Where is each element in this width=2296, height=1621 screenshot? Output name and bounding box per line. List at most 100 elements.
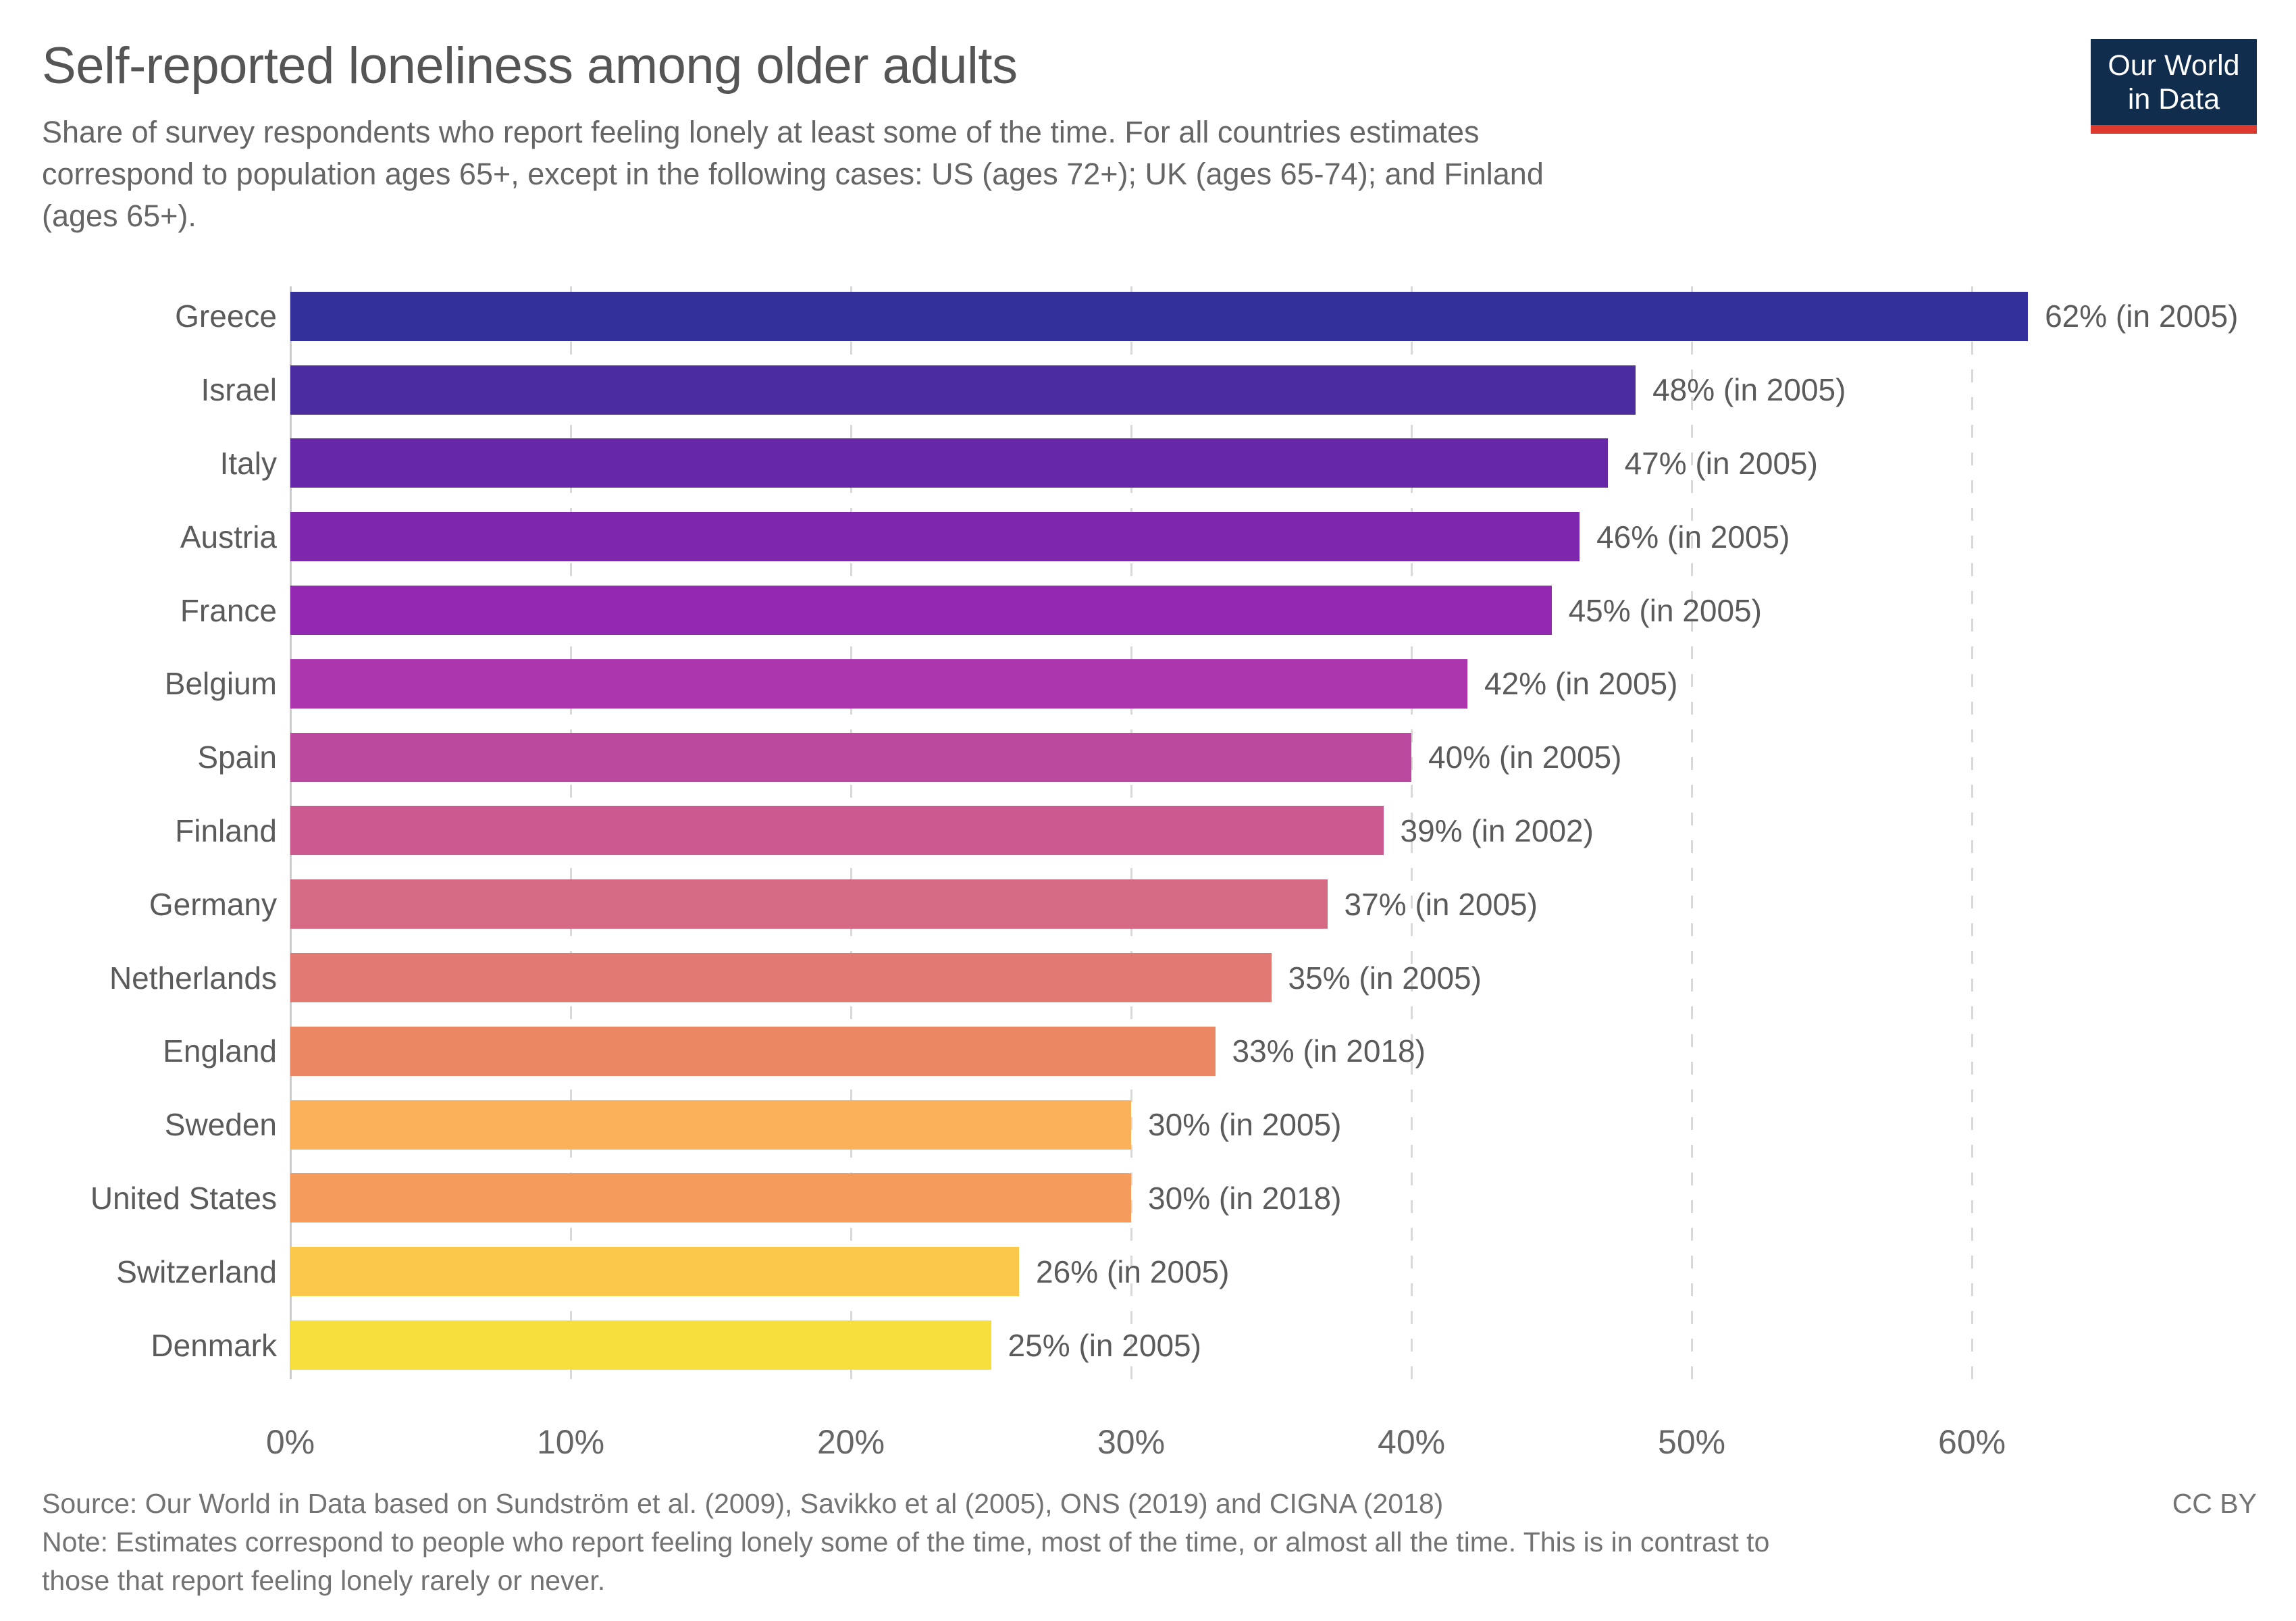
- chart-footer: Source: Our World in Data based on Sunds…: [42, 1485, 2257, 1600]
- bar-track: 37% (in 2005): [290, 879, 2269, 929]
- value-label: 42% (in 2005): [1484, 666, 1678, 702]
- x-axis-tick-label: 10%: [536, 1423, 605, 1461]
- owid-logo-box: Our World in Data: [2091, 39, 2257, 125]
- bar-belgium[interactable]: [290, 659, 1468, 709]
- country-label: Spain: [197, 740, 277, 775]
- country-label: Sweden: [164, 1107, 277, 1143]
- source-row: Source: Our World in Data based on Sunds…: [42, 1485, 2257, 1523]
- bar-track: 39% (in 2002): [290, 806, 2269, 856]
- bar-france[interactable]: [290, 586, 1552, 636]
- owid-logo-underline: [2091, 125, 2257, 134]
- country-label: Denmark: [151, 1327, 277, 1363]
- country-label: Switzerland: [116, 1254, 277, 1289]
- chart-row: Israel 48% (in 2005): [0, 353, 2296, 427]
- owid-logo[interactable]: Our World in Data: [2091, 39, 2257, 134]
- value-label: 46% (in 2005): [1596, 519, 1790, 555]
- value-label: 40% (in 2005): [1428, 740, 1622, 775]
- value-label: 30% (in 2018): [1148, 1180, 1342, 1216]
- value-label: 33% (in 2018): [1232, 1033, 1426, 1069]
- bar-italy[interactable]: [290, 438, 1608, 488]
- country-label: Finland: [175, 813, 277, 848]
- bar-track: 30% (in 2018): [290, 1173, 2269, 1223]
- chart-row: Finland 39% (in 2002): [0, 794, 2296, 868]
- country-label: Austria: [180, 519, 277, 555]
- bar-sweden[interactable]: [290, 1100, 1132, 1150]
- chart-row: Switzerland 26% (in 2005): [0, 1235, 2296, 1308]
- bar-greece[interactable]: [290, 291, 2029, 341]
- bar-track: 42% (in 2005): [290, 659, 2269, 709]
- bar-track: 35% (in 2005): [290, 953, 2269, 1003]
- bar-england[interactable]: [290, 1026, 1216, 1076]
- bar-spain[interactable]: [290, 732, 1412, 782]
- owid-logo-line2: in Data: [2127, 82, 2220, 115]
- source-text: Source: Our World in Data based on Sunds…: [42, 1488, 1444, 1519]
- bar-finland[interactable]: [290, 806, 1384, 856]
- gridline: [1971, 286, 1973, 1379]
- bar-track: 47% (in 2005): [290, 438, 2269, 488]
- country-label: Germany: [149, 886, 277, 922]
- chart-rows: Greece 62% (in 2005) Israel 48% (in 2005…: [0, 280, 2296, 1382]
- x-axis-tick-label: 20%: [816, 1423, 885, 1461]
- chart-subtitle: Share of survey respondents who report f…: [42, 115, 1544, 233]
- x-axis-tick-label: 60%: [1938, 1423, 2006, 1461]
- country-label: Greece: [175, 299, 277, 334]
- value-label: 62% (in 2005): [2045, 299, 2239, 334]
- value-label: 48% (in 2005): [1652, 372, 1846, 408]
- chart-row: France 45% (in 2005): [0, 573, 2296, 647]
- bar-austria[interactable]: [290, 512, 1580, 562]
- x-axis-tick-label: 40%: [1378, 1423, 1446, 1461]
- chart-header: Self-reported loneliness among older adu…: [42, 36, 2257, 237]
- chart-row: United States 30% (in 2018): [0, 1162, 2296, 1235]
- chart-row: Italy 47% (in 2005): [0, 427, 2296, 500]
- chart-row: Greece 62% (in 2005): [0, 280, 2296, 353]
- license-link[interactable]: CC BY: [2172, 1488, 2257, 1519]
- bar-netherlands[interactable]: [290, 953, 1272, 1003]
- bar-track: 48% (in 2005): [290, 365, 2269, 415]
- value-label: 37% (in 2005): [1344, 886, 1538, 922]
- x-axis-tick-label: 30%: [1097, 1423, 1166, 1461]
- bar-israel[interactable]: [290, 365, 1636, 415]
- country-label: Italy: [219, 445, 277, 481]
- value-label: 35% (in 2005): [1288, 960, 1482, 996]
- chart-row: Austria 46% (in 2005): [0, 500, 2296, 573]
- value-label: 30% (in 2005): [1148, 1107, 1342, 1143]
- value-label: 45% (in 2005): [1568, 592, 1762, 628]
- country-label: England: [163, 1033, 277, 1069]
- value-label: 26% (in 2005): [1036, 1254, 1230, 1289]
- bar-switzerland[interactable]: [290, 1247, 1020, 1297]
- bar-track: 62% (in 2005): [290, 291, 2269, 341]
- country-label: Netherlands: [109, 960, 277, 996]
- chart-row: England 33% (in 2018): [0, 1014, 2296, 1088]
- x-axis-tick-label: 50%: [1658, 1423, 1726, 1461]
- chart-row: Sweden 30% (in 2005): [0, 1088, 2296, 1162]
- country-label: Israel: [201, 372, 277, 408]
- bar-germany[interactable]: [290, 879, 1328, 929]
- value-label: 39% (in 2002): [1400, 813, 1594, 848]
- value-label: 47% (in 2005): [1624, 445, 1818, 481]
- chart-row: Denmark 25% (in 2005): [0, 1308, 2296, 1382]
- x-axis-tick-label: 0%: [265, 1423, 315, 1461]
- chart-row: Spain 40% (in 2005): [0, 721, 2296, 794]
- bar-track: 46% (in 2005): [290, 512, 2269, 562]
- gridline: [1690, 286, 1693, 1379]
- bar-track: 25% (in 2005): [290, 1320, 2269, 1370]
- bar-track: 40% (in 2005): [290, 732, 2269, 782]
- x-axis: 0% 10% 20% 30% 40% 50% 60%: [266, 1422, 2269, 1463]
- bar-track: 30% (in 2005): [290, 1100, 2269, 1150]
- bar-track: 26% (in 2005): [290, 1247, 2269, 1297]
- note-text: Note: Estimates correspond to people who…: [42, 1526, 1770, 1596]
- country-label: Belgium: [164, 666, 277, 702]
- bar-track: 45% (in 2005): [290, 586, 2269, 636]
- bar-chart: Greece 62% (in 2005) Israel 48% (in 2005…: [0, 280, 2296, 1468]
- bar-united-states[interactable]: [290, 1173, 1132, 1223]
- gridline: [1410, 286, 1413, 1379]
- chart-row: Germany 37% (in 2005): [0, 867, 2296, 941]
- country-label: France: [180, 592, 277, 628]
- owid-logo-line1: Our World: [2108, 49, 2240, 82]
- chart-row: Belgium 42% (in 2005): [0, 647, 2296, 721]
- country-label: United States: [90, 1180, 277, 1216]
- value-label: 25% (in 2005): [1008, 1327, 1201, 1363]
- page-title: Self-reported loneliness among older adu…: [42, 37, 1018, 95]
- bar-denmark[interactable]: [290, 1320, 991, 1370]
